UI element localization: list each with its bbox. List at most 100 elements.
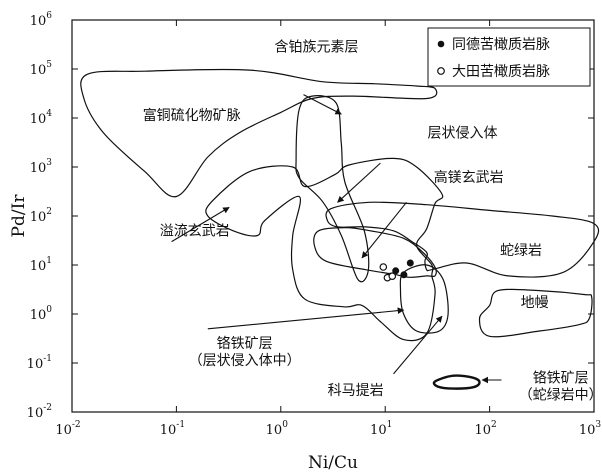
field-label-8: 铬铁矿层（层状侵入体中）: [189, 336, 301, 369]
x-tick-label-1: 10-2: [55, 420, 80, 438]
field-label-line: 富铜硫化物矿脉: [143, 107, 241, 124]
x-tick-label-3: 100: [266, 420, 289, 438]
y-tick-exponent: -1: [43, 354, 52, 364]
field-label-1: 富铜硫化物矿脉: [143, 107, 241, 124]
y-tick-exponent: 0: [46, 305, 52, 315]
field-label-line: 含铂族元素层: [275, 39, 359, 55]
field-label-3: 层状侵入体: [428, 125, 498, 142]
x-tick-exponent: 0: [282, 420, 288, 430]
open-point-2-3: [388, 272, 397, 281]
field-label-line: 铬铁矿层: [217, 336, 273, 352]
field-outline-4: [313, 227, 437, 278]
pointer-arrow-6: [393, 315, 443, 375]
field-outlines: [80, 68, 600, 390]
legend-label-series-1: 同德苦橄质岩脉: [452, 37, 550, 53]
y-tick-label-6: 103: [30, 158, 53, 176]
field-label-line: （层状侵入体中）: [189, 352, 301, 369]
field-outline-3: [205, 157, 444, 342]
x-axis-label: Ni/Cu: [308, 453, 358, 473]
field-outline-2: [295, 95, 370, 283]
y-tick-exponent: 2: [46, 207, 52, 217]
pointer-arrow-1: [303, 94, 342, 115]
field-label-line: 科马提岩: [328, 383, 384, 399]
x-tick-base: 10: [55, 423, 72, 438]
x-tick-label-5: 102: [474, 420, 496, 438]
field-label-line: 蛇绿岩: [500, 243, 542, 259]
x-tick-label-6: 103: [579, 420, 602, 438]
y-tick-base: 10: [27, 357, 44, 372]
x-axis-ticks: 10-2 10-1 100 101 102 103: [55, 20, 601, 438]
field-label-4: 高镁玄武岩: [434, 169, 504, 186]
y-tick-label-2: 10-1: [27, 354, 52, 372]
field-outline-5: [325, 201, 600, 278]
legend: 同德苦橄质岩脉 大田苦橄质岩脉: [427, 27, 591, 87]
y-tick-base: 10: [30, 63, 47, 78]
filled-point-1-4: [400, 271, 408, 279]
x-tick-exponent: -1: [176, 420, 185, 430]
field-outline-1: [80, 68, 438, 198]
field-label-2: 含铂族元素层: [275, 39, 359, 55]
x-tick-label-4: 101: [370, 420, 392, 438]
y-tick-exponent: -2: [43, 403, 52, 413]
y-axis-label: Pd/Ir: [9, 194, 29, 238]
field-label-7: 地幔: [521, 295, 549, 311]
y-tick-exponent: 6: [46, 11, 52, 21]
legend-box: [427, 27, 591, 87]
y-tick-base: 10: [27, 406, 44, 421]
field-label-line: 铬铁矿层: [533, 371, 589, 387]
y-tick-label-7: 104: [30, 109, 53, 127]
field-label-line: 溢流玄武岩: [160, 223, 230, 240]
y-tick-exponent: 3: [46, 158, 52, 168]
y-tick-label-1: 10-2: [27, 403, 52, 421]
field-label-10: 铬铁矿层（蛇绿岩中）: [519, 371, 602, 404]
field-label-line: （蛇绿岩中）: [519, 388, 602, 404]
y-tick-exponent: 1: [46, 256, 52, 266]
x-tick-exponent: 1: [387, 420, 393, 430]
field-outline-7: [399, 264, 449, 334]
field-label-5: 溢流玄武岩: [160, 223, 230, 240]
y-tick-base: 10: [30, 259, 47, 274]
y-tick-exponent: 4: [46, 109, 52, 119]
pointer-arrow-5: [207, 307, 405, 330]
y-tick-base: 10: [30, 161, 47, 176]
y-tick-base: 10: [30, 308, 47, 323]
field-label-9: 科马提岩: [328, 383, 384, 399]
y-tick-label-4: 101: [30, 256, 52, 274]
open-point-2-1: [379, 263, 388, 271]
legend-marker-open: [437, 67, 445, 75]
x-tick-label-2: 10-1: [160, 420, 185, 438]
x-tick-base: 10: [579, 423, 596, 438]
filled-point-1-1: [406, 259, 414, 267]
y-tick-base: 10: [30, 112, 47, 127]
y-tick-exponent: 5: [46, 60, 52, 70]
x-tick-base: 10: [370, 423, 387, 438]
x-tick-exponent: 2: [491, 420, 497, 430]
pointer-arrow-2: [337, 162, 381, 203]
field-label-line: 高镁玄武岩: [434, 169, 504, 186]
legend-label-series-2: 大田苦橄质岩脉: [452, 64, 550, 80]
field-label-6: 蛇绿岩: [500, 243, 542, 259]
data-points: [379, 259, 414, 282]
y-tick-label-5: 102: [30, 207, 52, 225]
y-tick-label-8: 105: [30, 60, 53, 78]
pointer-arrow-4: [171, 206, 230, 243]
x-tick-base: 10: [474, 423, 491, 438]
pointer-arrow-3: [361, 201, 407, 259]
field-labels: 富铜硫化物矿脉含铂族元素层层状侵入体高镁玄武岩溢流玄武岩蛇绿岩地幔铬铁矿层（层状…: [143, 39, 602, 403]
field-label-line: 层状侵入体: [428, 125, 498, 142]
legend-marker-filled: [437, 40, 445, 48]
filled-point-1-2: [392, 267, 400, 275]
y-tick-label-9: 106: [30, 11, 53, 29]
field-outline-8: [432, 374, 481, 390]
pointer-arrows: [171, 94, 502, 384]
x-tick-exponent: 3: [595, 420, 601, 430]
y-tick-base: 10: [30, 14, 47, 29]
x-tick-exponent: -2: [72, 420, 81, 430]
field-label-line: 地幔: [521, 295, 549, 311]
y-tick-label-3: 100: [30, 305, 53, 323]
x-tick-base: 10: [266, 423, 283, 438]
y-tick-base: 10: [30, 210, 47, 225]
field-outline-6: [478, 288, 593, 338]
